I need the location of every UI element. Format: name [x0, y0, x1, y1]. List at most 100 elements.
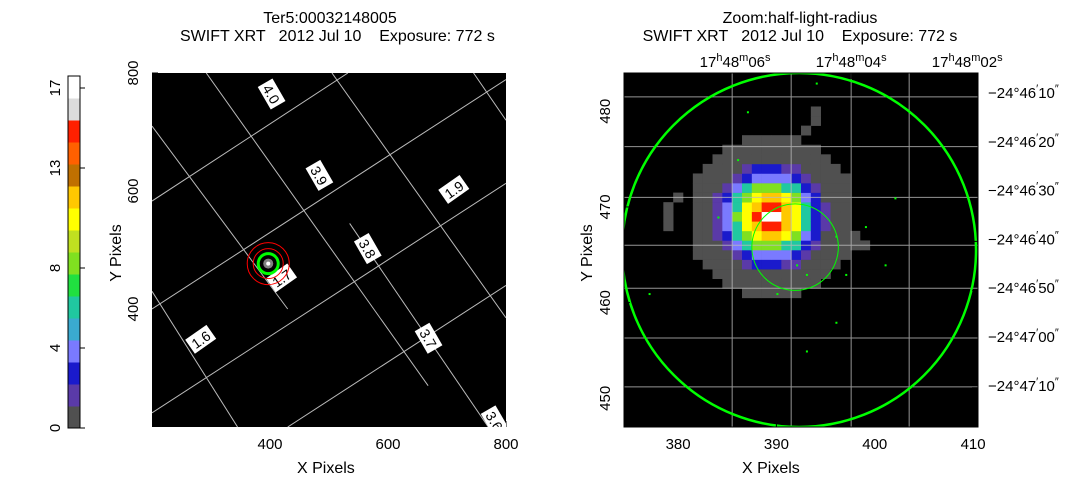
heatmap-pixel [712, 173, 723, 184]
heatmap-pixel [840, 202, 851, 213]
inner-ring [252, 248, 284, 280]
heatmap-pixel [722, 154, 733, 165]
colorbar-swatch [68, 318, 80, 341]
heatmap-pixel [791, 278, 802, 289]
photon-dot [894, 197, 897, 200]
heatmap-pixel [742, 269, 753, 280]
photon-dot [776, 293, 779, 296]
heatmap-pixel [771, 250, 782, 260]
heatmap-pixel [692, 211, 703, 222]
heatmap-pixel [830, 202, 841, 213]
heatmap-pixel [810, 106, 821, 117]
grid-label-box [185, 324, 217, 354]
colorbar-swatch [68, 274, 80, 297]
left-grid-line [287, 284, 506, 427]
heatmap-pixel [761, 259, 772, 270]
heatmap-pixel [702, 202, 713, 213]
left-x-axis-label: X Pixels [297, 460, 355, 477]
heatmap-pixel [722, 163, 733, 174]
colorbar-swatch [68, 384, 80, 407]
colorbar-swatch [68, 142, 80, 165]
heatmap-pixel [820, 230, 831, 241]
photon-dot [884, 264, 887, 267]
photon-dot [717, 216, 720, 219]
source-core [266, 261, 271, 266]
heatmap-pixel [732, 259, 743, 270]
heatmap-pixel [830, 211, 841, 222]
colorbar-tick-label: 8 [47, 264, 64, 272]
heatmap-pixel [820, 163, 831, 174]
heatmap-pixel [801, 259, 812, 270]
right-image-plot [624, 73, 978, 427]
heatmap-pixel [742, 154, 753, 165]
colorbar-tick-label: 0 [47, 424, 64, 432]
right-title: Zoom:half-light-radius SWIFT XRT 2012 Ju… [620, 10, 980, 46]
heatmap-pixel [781, 221, 792, 232]
right-dec-tick-label: −24°46′30″ [988, 181, 1059, 200]
photon-dot [864, 226, 867, 229]
heatmap-pixel [810, 250, 821, 260]
heatmap-pixel [761, 202, 772, 213]
heatmap-pixel [742, 173, 753, 184]
heatmap-pixel [712, 250, 723, 260]
heatmap-pixel [771, 221, 782, 232]
heatmap-pixel [810, 183, 821, 193]
colorbar-swatch [68, 186, 80, 209]
photon-dot [845, 273, 848, 276]
heatmap-pixel [810, 116, 821, 126]
heatmap-pixel [702, 183, 713, 193]
heatmap-pixel [810, 259, 821, 270]
heatmap-pixel [781, 230, 792, 241]
heatmap-pixel [751, 163, 762, 174]
left-grid-line [152, 79, 506, 310]
heatmap-pixel [801, 230, 812, 241]
colorbar-swatch [68, 120, 80, 143]
grid-label-box [414, 322, 443, 354]
grid-label-box [257, 78, 286, 110]
heatmap-pixel [791, 211, 802, 222]
left-title-line2: SWIFT XRT 2012 Jul 10 Exposure: 772 s [180, 28, 495, 45]
left-grid-line [331, 73, 506, 319]
heatmap-pixel [771, 278, 782, 289]
heatmap-pixel [781, 278, 792, 289]
right-y-tick-label: 470 [597, 194, 614, 219]
heatmap-pixel [712, 221, 723, 232]
right-ra-tick-label: 17h48m06s [700, 52, 771, 71]
heatmap-pixel [692, 173, 703, 184]
grid-label-box [438, 174, 470, 204]
heatmap-pixel [712, 154, 723, 165]
heatmap-pixel [830, 221, 841, 232]
heatmap-pixel [801, 221, 812, 232]
heatmap-pixel [801, 154, 812, 165]
heatmap-pixel [722, 278, 733, 289]
heatmap-pixel [751, 183, 762, 193]
heatmap-pixel [810, 163, 821, 174]
heatmap-pixel [791, 173, 802, 184]
left-title: Ter5:00032148005 SWIFT XRT 2012 Jul 10 E… [180, 10, 495, 46]
right-y-axis-label: Y Pixels [579, 224, 596, 282]
heatmap-pixel [722, 269, 733, 280]
heatmap-pixel [830, 173, 841, 184]
heatmap-pixel [712, 269, 723, 280]
grid-label-box [265, 263, 298, 293]
heatmap-pixel [761, 211, 772, 222]
heatmap-pixel [722, 202, 733, 213]
heatmap-pixel [771, 183, 782, 193]
heatmap-pixel [761, 154, 772, 165]
heatmap-pixel [801, 278, 812, 289]
left-x-tick-label: 400 [257, 436, 282, 453]
right-dec-tick-label: −24°46′20″ [988, 132, 1059, 151]
right-x-tick-label: 390 [764, 436, 789, 453]
heatmap-pixel [781, 173, 792, 184]
heatmap-pixel [840, 250, 851, 260]
heatmap-pixel [702, 250, 713, 260]
heatmap-pixel [840, 183, 851, 193]
heatmap-pixel [771, 154, 782, 165]
heatmap-pixel [692, 183, 703, 193]
heatmap-pixel [771, 135, 782, 146]
heatmap-pixel [771, 259, 782, 270]
colorbar-swatch [68, 296, 80, 319]
heatmap-pixel [791, 163, 802, 174]
left-title-line1: Ter5:00032148005 [263, 10, 397, 27]
heatmap-pixel [781, 259, 792, 270]
